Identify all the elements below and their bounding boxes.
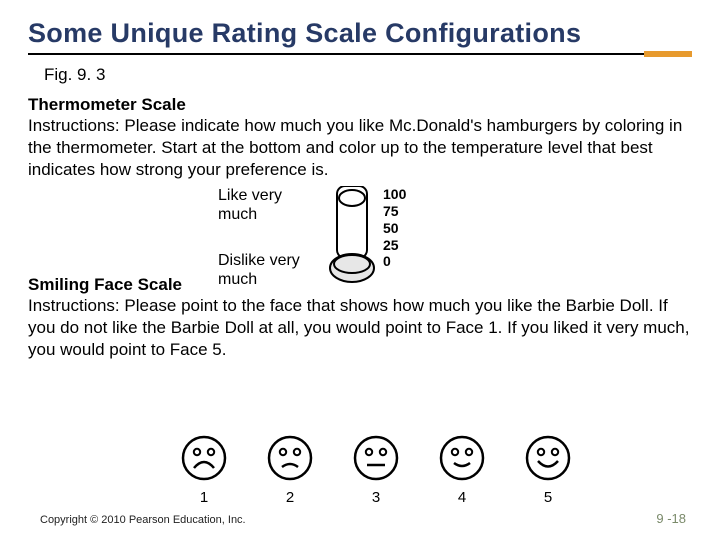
smiling-instructions: Instructions: Please point to the face t… — [28, 295, 692, 360]
face-number: 3 — [372, 489, 380, 506]
figure-label: Fig. 9. 3 — [44, 65, 692, 85]
face-number: 5 — [544, 489, 552, 506]
title-underline — [28, 53, 692, 55]
thermometer-scale-value: 50 — [383, 220, 406, 237]
thermometer-top-label: Like very much — [218, 186, 323, 224]
thermometer-scale-values: 1007550250 — [383, 186, 406, 270]
thermometer-scale-value: 100 — [383, 186, 406, 203]
page-number: 9 -18 — [656, 511, 686, 526]
face-number: 4 — [458, 489, 466, 506]
thermometer-scale-value: 75 — [383, 203, 406, 220]
thermometer-icon — [323, 186, 381, 286]
thermometer-scale-value: 25 — [383, 237, 406, 254]
thermometer-end-labels: Like very much Dislike very much — [218, 186, 323, 289]
faces-row: 1 2 3 4 5 — [180, 434, 572, 506]
face-icon — [438, 434, 486, 487]
thermometer-bottom-label: Dislike very much — [218, 251, 323, 289]
slide-title: Some Unique Rating Scale Configurations — [28, 18, 692, 49]
slide: Some Unique Rating Scale Configurations … — [0, 0, 720, 540]
face-item[interactable]: 4 — [438, 434, 486, 506]
face-item[interactable]: 3 — [352, 434, 400, 506]
face-icon — [524, 434, 572, 487]
thermometer-instructions: Instructions: Please indicate how much y… — [28, 115, 692, 180]
face-number: 1 — [200, 489, 208, 506]
face-item[interactable]: 1 — [180, 434, 228, 506]
face-item[interactable]: 2 — [266, 434, 314, 506]
thermometer-heading: Thermometer Scale — [28, 95, 692, 115]
face-item[interactable]: 5 — [524, 434, 572, 506]
face-icon — [180, 434, 228, 487]
thermometer-scale-value: 0 — [383, 253, 406, 270]
face-icon — [266, 434, 314, 487]
copyright-text: Copyright © 2010 Pearson Education, Inc. — [40, 514, 246, 526]
face-icon — [352, 434, 400, 487]
face-number: 2 — [286, 489, 294, 506]
